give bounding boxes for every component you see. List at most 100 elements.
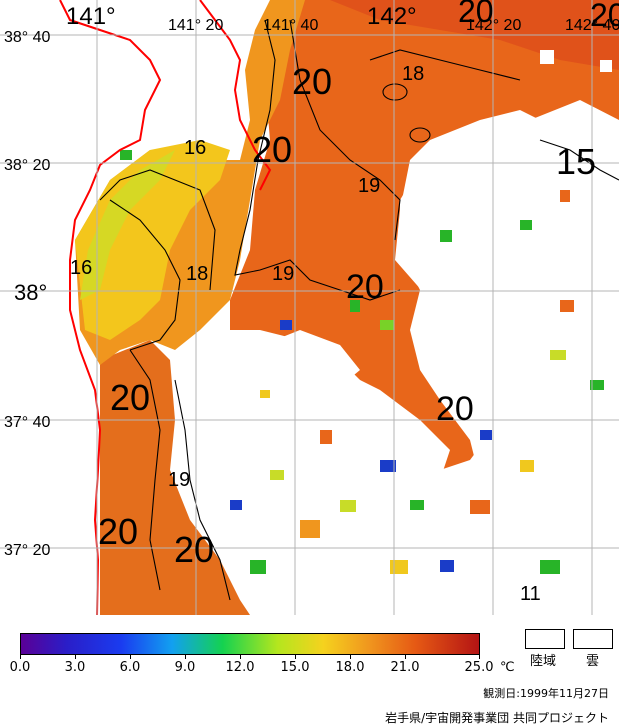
scale-label: 3.0 xyxy=(64,660,86,675)
speck xyxy=(560,300,574,312)
scale-label: 0.0 xyxy=(9,660,31,675)
scale-label: 21.0 xyxy=(390,660,420,675)
scale-tick xyxy=(75,655,76,659)
contour-label: 18 xyxy=(402,63,424,85)
scale-label: 12.0 xyxy=(225,660,255,675)
contour-label: 20 xyxy=(458,0,494,29)
contour-label: 16 xyxy=(70,257,92,279)
cool-water-region xyxy=(75,140,230,340)
warm-water-coastal-region xyxy=(100,340,250,615)
lat-label: 38° 20 xyxy=(4,157,51,174)
speck xyxy=(520,460,534,472)
speck xyxy=(590,380,604,390)
isotherm-19 xyxy=(289,19,401,241)
scale-label: 25.0 xyxy=(464,660,494,675)
contour-label: 20 xyxy=(98,511,138,552)
contour-label: 19 xyxy=(168,469,190,491)
contour-label: 19 xyxy=(272,263,294,285)
scale-tick xyxy=(350,655,351,659)
speck xyxy=(600,60,612,72)
contour-label: 20 xyxy=(436,390,474,428)
graticule xyxy=(0,0,619,615)
contour-label: 15 xyxy=(556,141,596,182)
speck xyxy=(410,500,424,510)
scale-tick xyxy=(479,655,480,659)
speck xyxy=(540,560,560,574)
speck xyxy=(440,230,452,242)
cold-water-region xyxy=(80,150,175,300)
cloud-label: 雲 xyxy=(586,654,600,669)
speck xyxy=(280,320,292,330)
lon-label: 141° 40 xyxy=(263,17,318,34)
speck xyxy=(380,460,396,472)
scale-tick xyxy=(20,655,21,659)
speck xyxy=(270,470,284,480)
isotherm-16 xyxy=(99,169,216,291)
scale-unit: ℃ xyxy=(500,660,515,675)
sst-specks xyxy=(120,50,612,574)
contour-label: 20 xyxy=(252,129,292,170)
graticule-labels: 141° 141° 20 141° 40 142° 142° 20 142° 4… xyxy=(4,3,619,559)
lon-label: 142° xyxy=(367,3,417,30)
contour-labels: 20 20 20 20 20 20 20 20 20 19 19 19 18 1… xyxy=(70,0,619,605)
scale-tick xyxy=(240,655,241,659)
contour-label: 20 xyxy=(174,529,214,570)
speck xyxy=(300,520,320,538)
credit-line: 岩手県/宇宙開発事業団 共同プロジェクト xyxy=(385,711,609,725)
isotherm-15-east xyxy=(539,139,619,181)
sea-surface-temperature-map: 141° 141° 20 141° 40 142° 142° 20 142° 4… xyxy=(0,0,619,615)
contour-label: 20 xyxy=(292,61,332,102)
speck xyxy=(440,560,454,572)
lat-label: 37° 20 xyxy=(4,542,51,559)
lon-label: 142° 20 xyxy=(466,17,521,34)
speck xyxy=(260,390,270,398)
contour-label: 18 xyxy=(186,263,208,285)
cloud-swatch xyxy=(573,629,613,649)
legend: 0.0 3.0 6.0 9.0 12.0 15.0 18.0 21.0 25.0… xyxy=(0,615,619,725)
speck xyxy=(550,350,566,360)
speck xyxy=(320,430,332,444)
lon-label: 141° xyxy=(66,3,116,30)
speck xyxy=(540,50,554,64)
isotherm-20 xyxy=(234,19,401,301)
speck xyxy=(480,430,492,440)
contour-label: 20 xyxy=(590,0,619,33)
scale-label: 15.0 xyxy=(280,660,310,675)
coastline xyxy=(59,0,162,615)
lat-label: 38° xyxy=(14,280,47,305)
contour-label: 19 xyxy=(358,175,380,197)
contour-label: 20 xyxy=(346,268,384,306)
contour-label: 16 xyxy=(184,137,206,159)
speck xyxy=(380,320,394,330)
scale-tick xyxy=(185,655,186,659)
lon-label: 141° 20 xyxy=(168,17,223,34)
isotherm-ring xyxy=(382,83,408,101)
isotherm-ring xyxy=(409,127,431,143)
color-scale-bar xyxy=(20,633,480,655)
scale-label: 6.0 xyxy=(119,660,141,675)
speck xyxy=(470,500,490,514)
isotherm-19-coastal xyxy=(174,379,231,601)
cloud-patch-center xyxy=(250,330,360,400)
cloud-mass-east xyxy=(180,100,619,615)
speck xyxy=(120,150,132,160)
isotherm-18 xyxy=(109,199,181,351)
land-mass xyxy=(0,0,160,615)
speck xyxy=(340,500,356,512)
speck xyxy=(520,220,532,230)
contour-label: 11 xyxy=(520,583,541,605)
lat-label: 38° 40 xyxy=(4,29,51,46)
scale-label: 18.0 xyxy=(335,660,365,675)
speck xyxy=(250,560,266,574)
observation-date: 観測日:1999年11月27日 xyxy=(483,687,609,700)
land-label: 陸域 xyxy=(530,654,557,669)
speck xyxy=(390,560,408,574)
scale-label: 9.0 xyxy=(174,660,196,675)
land-swatch xyxy=(525,629,565,649)
contour-label: 20 xyxy=(110,377,150,418)
lon-label: 142° 40 xyxy=(565,17,619,34)
speck xyxy=(230,500,242,510)
scale-tick xyxy=(295,655,296,659)
scale-tick xyxy=(130,655,131,659)
speck xyxy=(350,300,360,312)
